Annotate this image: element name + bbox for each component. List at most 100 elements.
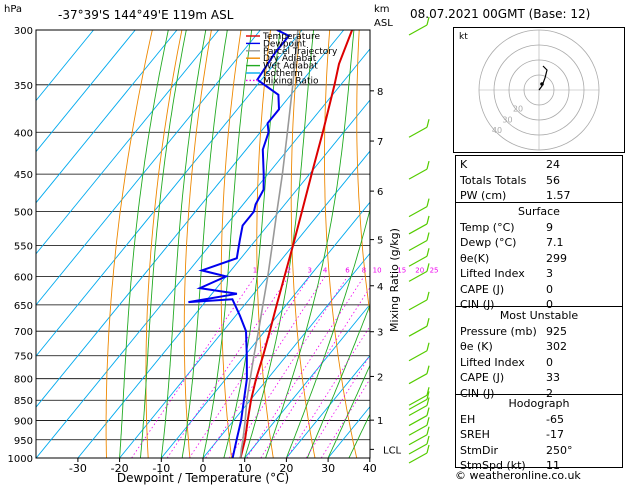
mixing-ratio-line xyxy=(286,325,370,458)
wet-adiabat-line xyxy=(306,303,370,458)
mixing-ratio-label: 3 xyxy=(307,266,311,274)
mixing-ratio-label: 25 xyxy=(430,266,439,274)
header-km-unit: km xyxy=(374,4,390,15)
wind-barb-feather xyxy=(426,365,430,374)
legend-label: Dewpoint xyxy=(263,39,306,49)
table-row: StmDir 250° xyxy=(460,443,618,459)
row-label: Totals Totals xyxy=(460,173,527,187)
legend-label: Wet Adiabat xyxy=(263,62,318,72)
height-tick-label: LCL xyxy=(383,445,402,456)
plot-area xyxy=(36,30,370,458)
pressure-tick-label: 550 xyxy=(14,241,33,252)
wind-barb-feather xyxy=(426,215,430,225)
hodograph-trace xyxy=(538,65,548,91)
row-label: StmSpd (kt) xyxy=(460,459,526,472)
isotherm-line xyxy=(36,30,345,408)
height-tick-label: 1 xyxy=(377,416,383,427)
row-value: 299 xyxy=(546,251,567,265)
row-value: -17 xyxy=(546,428,564,441)
row-value: 7.1 xyxy=(546,236,564,249)
wind-barb xyxy=(408,415,428,427)
pressure-tick-label: 850 xyxy=(14,396,33,407)
legend-label: Mixing Ratio xyxy=(263,76,319,86)
mixing-ratio-line xyxy=(320,378,370,458)
series-parcel-trajectory-line xyxy=(239,30,299,458)
dry-adiabat-line xyxy=(145,30,183,458)
isotherm-line xyxy=(36,30,219,255)
height-tick-label: 2 xyxy=(377,372,383,383)
mixing-ratio-line xyxy=(260,286,370,458)
pressure-tick-label: 350 xyxy=(14,81,33,92)
mixing-ratio-label: 15 xyxy=(397,266,406,274)
dry-adiabat-line xyxy=(324,30,358,458)
wind-barb-feather xyxy=(426,16,430,26)
row-value: 0 xyxy=(546,355,553,369)
wind-barb xyxy=(408,394,428,406)
wind-barb xyxy=(408,443,428,455)
hodograph-unit: kt xyxy=(459,32,468,42)
series-temperature-line xyxy=(239,30,354,458)
table-row: PW (cm) 1.57 xyxy=(460,188,618,204)
row-label: θe (K) xyxy=(460,340,493,353)
isotherm-line xyxy=(36,30,303,357)
wet-adiabat-line xyxy=(285,207,370,458)
x-tick-label: -20 xyxy=(111,462,129,475)
table-row: Dewp (°C) 7.1 xyxy=(460,235,618,251)
row-label: θe(K) xyxy=(460,251,490,265)
row-value: 0 xyxy=(546,282,553,296)
x-tick-label: 40 xyxy=(363,462,377,475)
x-tick-label: -30 xyxy=(69,462,87,475)
dry-adiabat-line xyxy=(183,30,212,458)
table-row: CAPE (J) 33 xyxy=(460,370,618,386)
wind-barb-feather xyxy=(426,444,430,454)
wet-adiabat-line xyxy=(202,30,253,458)
hodograph-ring-label: 40 xyxy=(492,126,502,135)
height-tick-label: 8 xyxy=(377,87,383,98)
wind-barb xyxy=(408,239,428,251)
hodograph-table: Hodograph EH -65 SREH -17 StmDir 250° StmSpd (k… xyxy=(455,394,623,472)
row-value: 24 xyxy=(546,158,560,171)
wind-barb-feather xyxy=(426,397,430,406)
table-row: Temp (°C) 9 xyxy=(460,220,618,236)
wind-barb xyxy=(408,255,428,267)
pressure-tick-label: 400 xyxy=(14,128,33,139)
mixing-ratio-line xyxy=(188,276,311,458)
isotherm-line xyxy=(202,252,370,458)
table-row: Pressure (mb) 925 xyxy=(460,324,618,340)
table-row: Lifted Index 0 xyxy=(460,355,618,371)
table-title: Most Unstable xyxy=(499,309,579,322)
isotherm-line xyxy=(36,48,370,458)
pressure-tick-label: 950 xyxy=(14,436,33,447)
wind-barb-feather xyxy=(426,342,430,351)
row-label: Lifted Index xyxy=(460,355,525,369)
table-row: CIN (J) 0 xyxy=(460,297,618,313)
isotherm-line xyxy=(286,354,370,458)
axes: 3003504004505005506006507007508008509009… xyxy=(8,26,439,475)
table-row: θe (K) 302 xyxy=(460,339,618,355)
wet-adiabat-line xyxy=(139,30,187,458)
row-label: PW (cm) xyxy=(460,189,507,202)
hodograph-ring-label: 20 xyxy=(513,105,523,114)
indices-table: K 24 Totals Totals 56 PW (cm) 1.57 xyxy=(455,155,623,203)
table-row: CIN (J) 2 xyxy=(460,386,618,402)
dry-adiabat-line xyxy=(290,30,316,458)
wind-barb-feather xyxy=(426,391,430,400)
row-value: 925 xyxy=(546,324,567,338)
dry-adiabat-line xyxy=(356,30,370,317)
isotherm-line xyxy=(244,303,370,458)
x-tick-label: -10 xyxy=(152,462,170,475)
wind-barb xyxy=(408,126,428,138)
wind-barb-feather xyxy=(426,435,430,445)
wind-barb xyxy=(408,405,428,417)
row-label: SREH xyxy=(460,428,490,441)
hodograph-ring-label: 30 xyxy=(502,115,512,124)
wind-barb xyxy=(408,168,428,180)
wind-barb-feather xyxy=(426,291,430,301)
wind-barb xyxy=(408,398,428,410)
row-label: CIN (J) xyxy=(460,298,495,311)
datetime-label: 08.07.2021 00GMT (Base: 12) xyxy=(410,7,591,21)
pressure-tick-label: 900 xyxy=(14,417,33,428)
wind-barb-feather xyxy=(426,263,430,272)
